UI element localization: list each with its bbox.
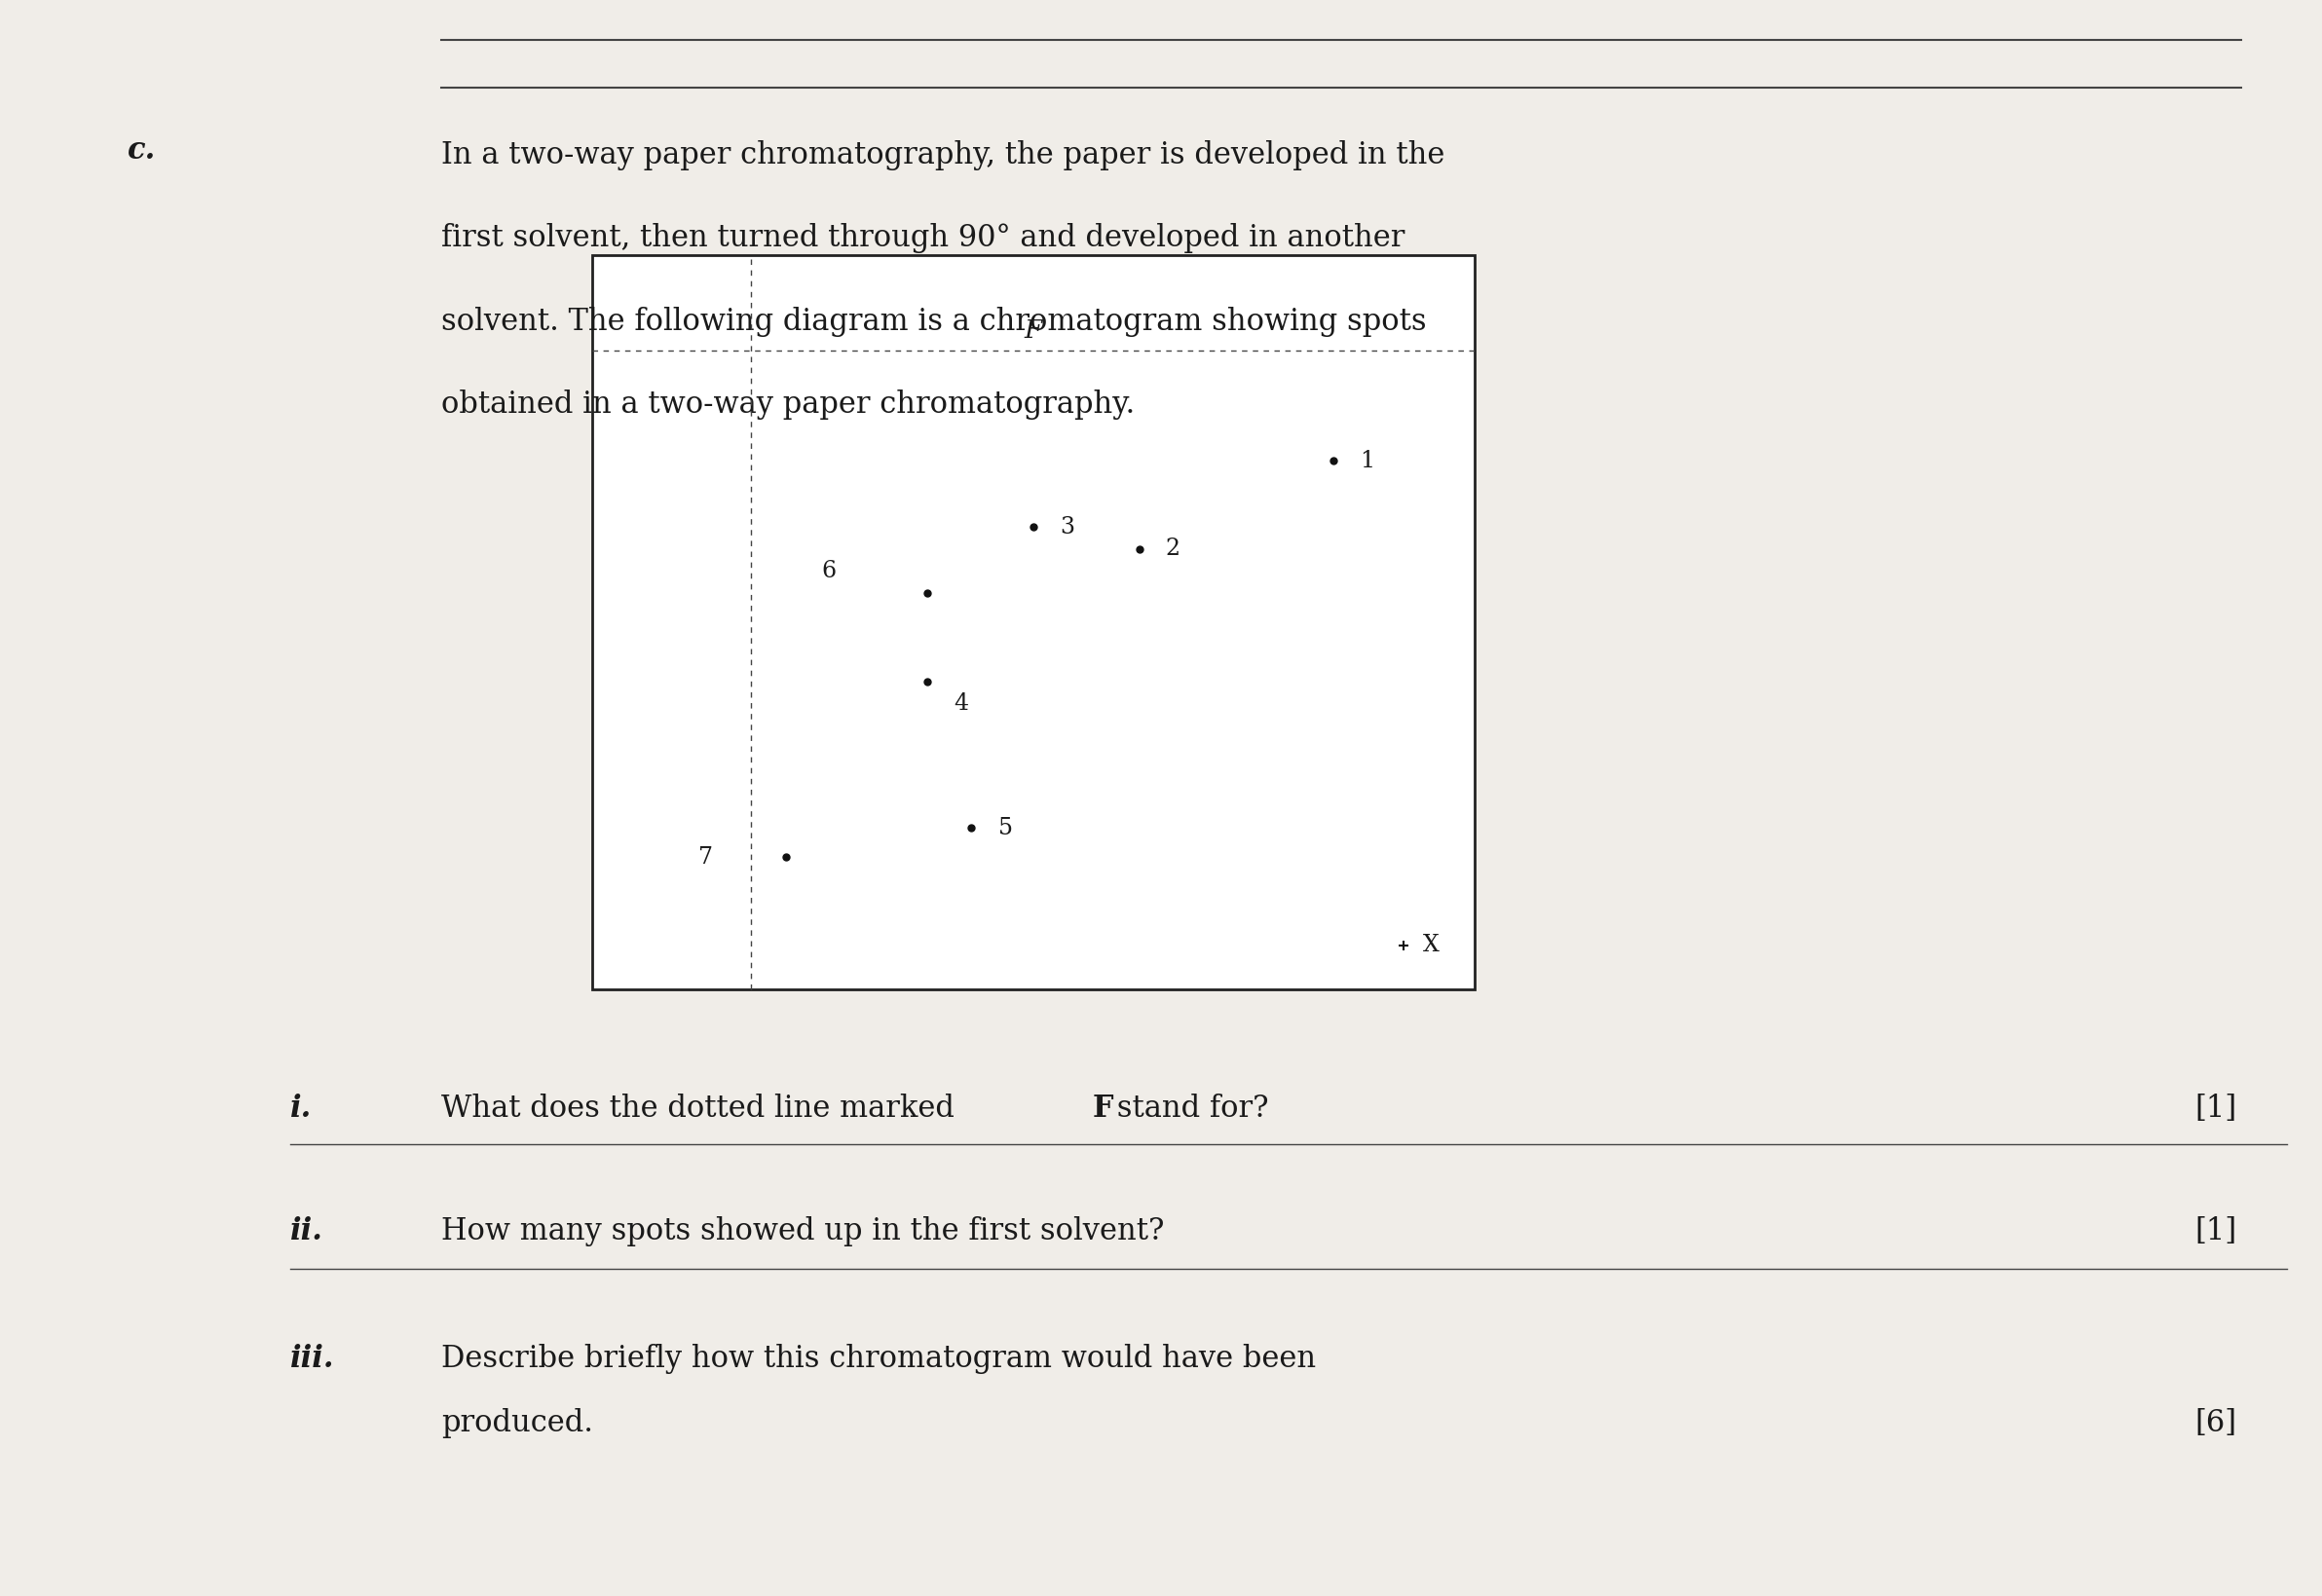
Text: obtained in a two-way paper chromatography.: obtained in a two-way paper chromatograp… <box>441 389 1135 420</box>
Text: 5: 5 <box>998 817 1012 839</box>
Text: first solvent, then turned through 90° and developed in another: first solvent, then turned through 90° a… <box>441 223 1405 254</box>
Text: iii.: iii. <box>290 1344 334 1374</box>
Text: In a two-way paper chromatography, the paper is developed in the: In a two-way paper chromatography, the p… <box>441 140 1444 171</box>
Text: solvent. The following diagram is a chromatogram showing spots: solvent. The following diagram is a chro… <box>441 306 1426 337</box>
Text: produced.: produced. <box>441 1408 592 1438</box>
Text: F: F <box>1024 319 1043 343</box>
Text: 2: 2 <box>1166 538 1180 560</box>
Text: 6: 6 <box>822 560 836 583</box>
Text: [1]: [1] <box>2194 1216 2236 1246</box>
Bar <box>592 255 1474 990</box>
Text: Describe briefly how this chromatogram would have been: Describe briefly how this chromatogram w… <box>441 1344 1317 1374</box>
Text: [6]: [6] <box>2194 1408 2236 1438</box>
Text: stand for?: stand for? <box>1108 1093 1268 1124</box>
Text: F: F <box>1091 1093 1115 1124</box>
Text: 4: 4 <box>954 693 968 715</box>
Text: ii.: ii. <box>290 1216 323 1246</box>
Text: 7: 7 <box>699 846 713 868</box>
Text: [1]: [1] <box>2194 1093 2236 1124</box>
Text: 3: 3 <box>1059 516 1075 538</box>
Text: i.: i. <box>290 1093 311 1124</box>
Text: 1: 1 <box>1361 450 1375 472</box>
Text: What does the dotted line marked: What does the dotted line marked <box>441 1093 964 1124</box>
Text: c.: c. <box>128 136 156 166</box>
Text: How many spots showed up in the first solvent?: How many spots showed up in the first so… <box>441 1216 1163 1246</box>
Text: X: X <box>1423 934 1440 956</box>
